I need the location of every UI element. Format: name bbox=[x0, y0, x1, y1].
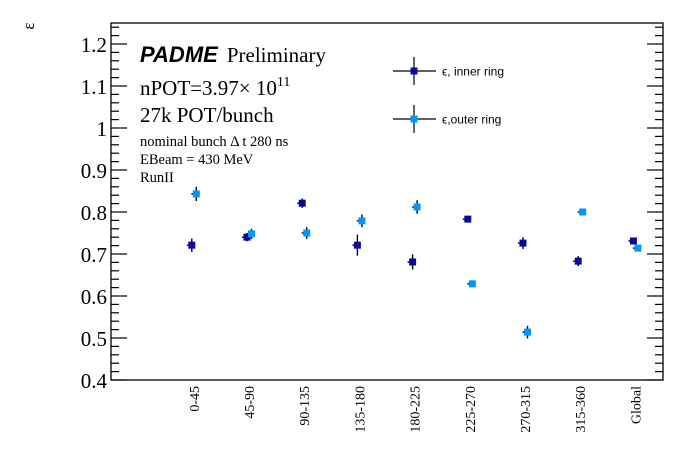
npot-label: nPOT=3.97× 1011 bbox=[140, 75, 290, 100]
x-tick-label: Global bbox=[629, 386, 644, 424]
plot-frame-rect bbox=[110, 22, 664, 381]
series-inner-ring bbox=[186, 198, 637, 270]
y-tick-label: 0.8 bbox=[81, 201, 107, 225]
data-point bbox=[298, 199, 306, 207]
data-point bbox=[188, 241, 196, 249]
y-tick-label: 1.1 bbox=[81, 75, 107, 99]
data-point bbox=[574, 257, 582, 265]
preliminary-label: Preliminary bbox=[227, 43, 327, 67]
svg-text:PADME Preliminary: PADME Preliminary bbox=[140, 42, 326, 67]
legend-entry-outer-ring: ϵ,outer ring bbox=[393, 105, 501, 133]
y-tick-label: 0.6 bbox=[81, 285, 107, 309]
x-tick-label: 135-180 bbox=[353, 386, 368, 433]
x-tick-label: 0-45 bbox=[188, 386, 203, 412]
data-points bbox=[186, 186, 642, 339]
ebeam-label: EBeam = 430 MeV bbox=[140, 152, 254, 168]
x-tick-label: 180-225 bbox=[409, 386, 424, 433]
data-point bbox=[248, 230, 255, 238]
data-point bbox=[353, 241, 361, 249]
run-label: RunII bbox=[140, 170, 174, 186]
data-point bbox=[524, 328, 531, 336]
x-tick-label: 315-360 bbox=[574, 386, 589, 433]
y-axis-label: ε bbox=[19, 22, 38, 29]
y-tick-label: 0.4 bbox=[81, 369, 108, 393]
data-point bbox=[468, 280, 476, 288]
data-point bbox=[519, 239, 527, 247]
plot-frame bbox=[110, 22, 664, 381]
x-tick-label: 90-135 bbox=[298, 386, 313, 426]
data-point bbox=[358, 217, 366, 225]
npot-text: nPOT=3.97× 10 bbox=[140, 76, 277, 100]
y-tick-label: 1 bbox=[97, 117, 108, 141]
npot-exponent: 11 bbox=[277, 75, 290, 90]
y-tick-label: 0.7 bbox=[81, 243, 107, 267]
y-tick-label: 0.9 bbox=[81, 159, 107, 183]
series-outer-ring bbox=[191, 186, 642, 339]
legend-label: ϵ,outer ring bbox=[442, 113, 501, 127]
data-point bbox=[629, 237, 637, 245]
legend-label: ϵ, inner ring bbox=[442, 65, 504, 79]
x-axis: 0-45 45-90 90-135 135-180 180-225 225-270 270-… bbox=[188, 386, 645, 433]
y-axis: 0.4 0.5 0.6 0.7 0.8 0.9 1 1.1 1.2 bbox=[81, 26, 663, 393]
data-point bbox=[413, 203, 421, 211]
x-tick-label: 270-315 bbox=[519, 386, 534, 433]
legend-marker bbox=[410, 67, 418, 75]
data-point bbox=[192, 190, 200, 198]
pot-per-bunch-label: 27k POT/bunch bbox=[140, 103, 274, 127]
annotation-block: PADME Preliminary nPOT=3.97× 1011 27k PO… bbox=[140, 42, 326, 186]
legend-entry-inner-ring: ϵ, inner ring bbox=[393, 57, 504, 85]
legend: ϵ, inner ring ϵ,outer ring bbox=[393, 57, 504, 133]
data-point bbox=[243, 233, 251, 241]
legend-marker bbox=[410, 115, 418, 123]
data-point bbox=[303, 229, 311, 237]
data-point bbox=[579, 208, 587, 216]
bunch-dt-label: nominal bunch Δ t 280 ns bbox=[140, 134, 289, 150]
x-tick-label: 225-270 bbox=[464, 386, 479, 433]
data-point bbox=[634, 244, 642, 252]
x-tick-label: 45-90 bbox=[243, 386, 258, 419]
brand-label: PADME bbox=[140, 42, 219, 67]
data-point bbox=[409, 258, 417, 266]
y-tick-label: 1.2 bbox=[81, 33, 107, 57]
y-tick-label: 0.5 bbox=[81, 327, 107, 351]
data-point bbox=[464, 215, 472, 223]
